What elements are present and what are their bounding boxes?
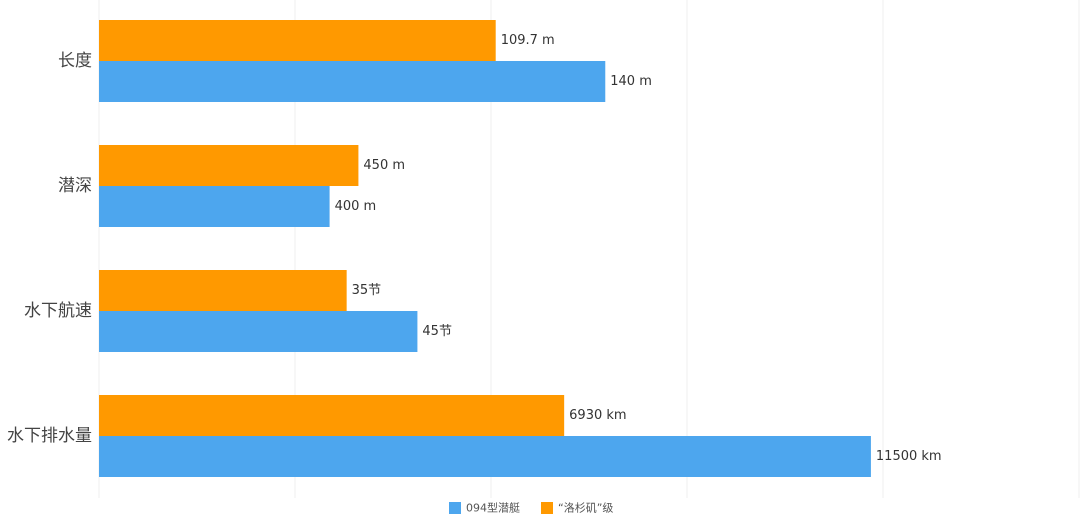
bar (99, 20, 496, 61)
data-label: 109.7 m (501, 33, 555, 48)
category-label: 潜深 (58, 176, 92, 196)
data-label: 140 m (610, 74, 652, 89)
bar (99, 145, 359, 186)
bar (99, 311, 418, 352)
legend-label: 094型潜艇 (466, 501, 520, 515)
data-label: 11500 km (876, 449, 942, 464)
bar (99, 186, 330, 227)
category-label: 水下航速 (24, 301, 92, 321)
bar (99, 270, 347, 311)
category-label: 水下排水量 (7, 426, 92, 446)
data-label: 45节 (422, 324, 452, 339)
bars (99, 20, 871, 477)
legend: 094型潜艇 “洛杉矶”级 (449, 501, 613, 515)
data-label: 6930 km (569, 408, 626, 423)
legend-label: “洛杉矶”级 (558, 501, 613, 515)
data-label: 35节 (352, 283, 382, 298)
data-label: 450 m (363, 158, 405, 173)
category-label: 长度 (58, 51, 92, 71)
data-labels: 109.7 m 140 m 450 m 400 m 35节 45节 6930 km 11500… (335, 33, 942, 464)
legend-swatch (449, 502, 461, 514)
data-label: 400 m (335, 199, 377, 214)
bar (99, 61, 606, 102)
legend-swatch (541, 502, 553, 514)
bar (99, 436, 871, 477)
bar (99, 395, 565, 436)
